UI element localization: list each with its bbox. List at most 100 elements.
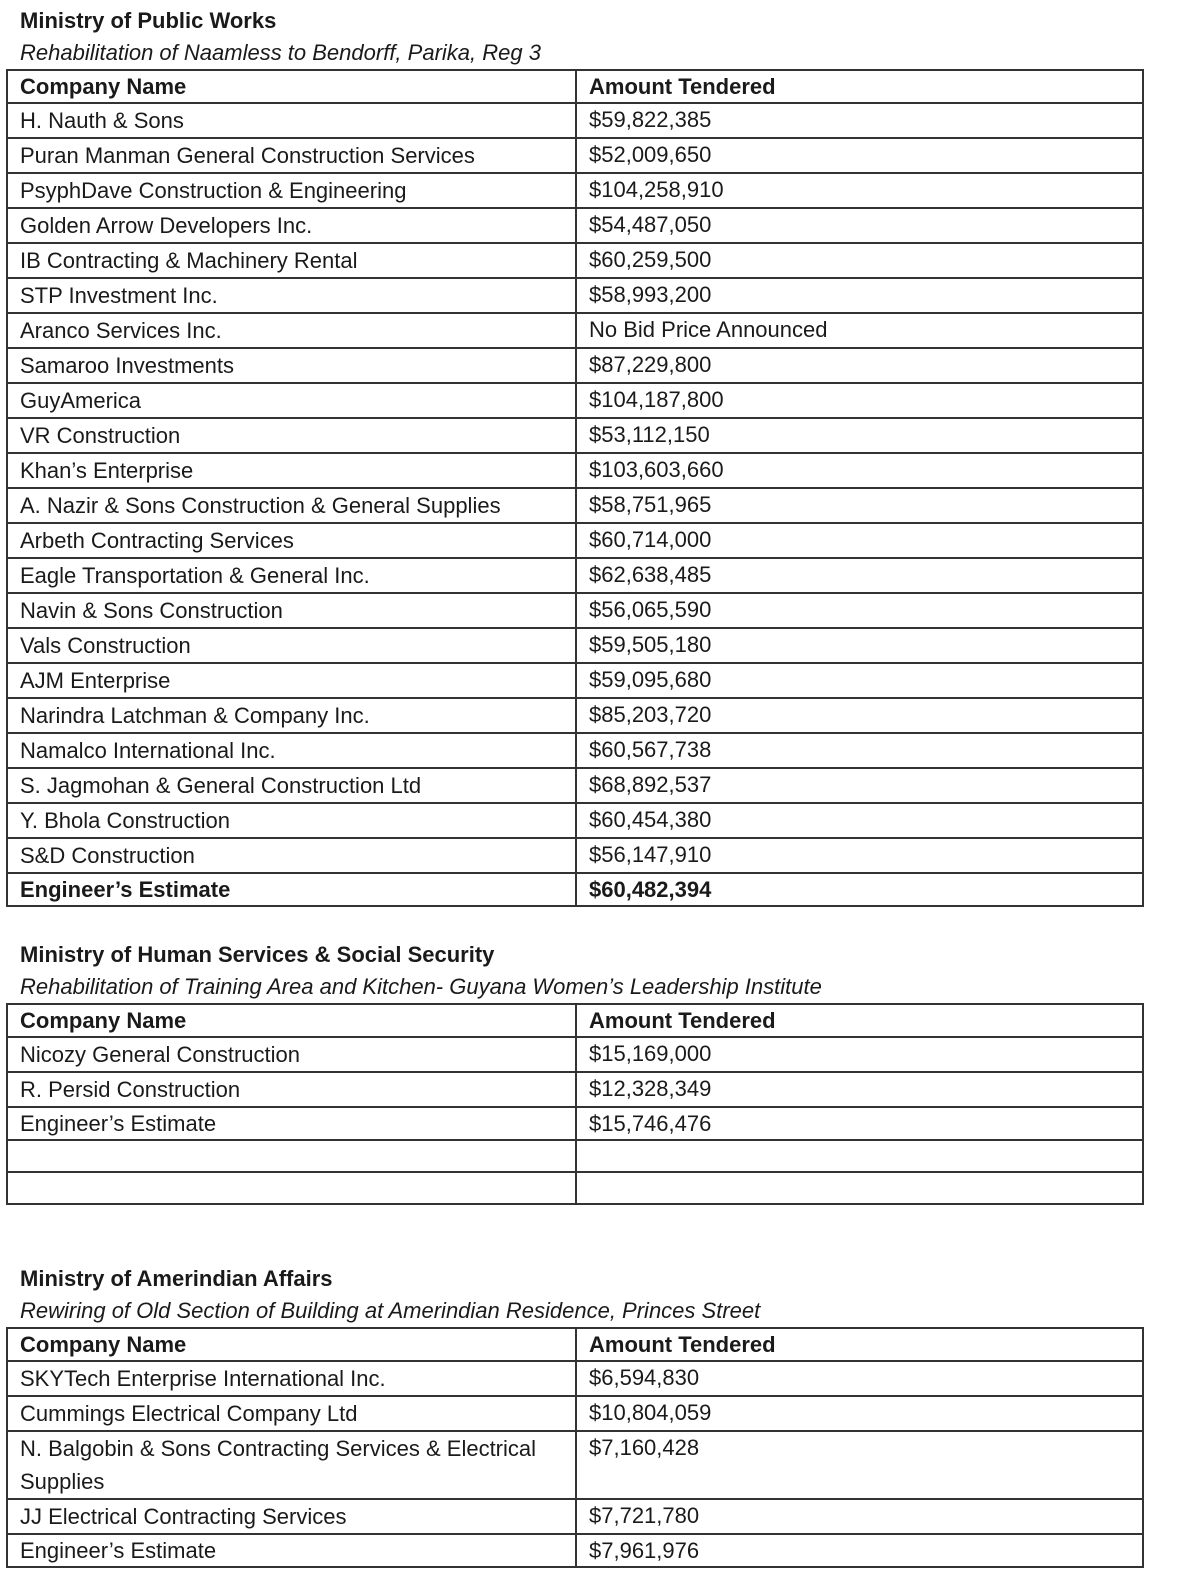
table-row: GuyAmerica $104,187,800 [6, 382, 1144, 419]
company-name: Y. Bhola Construction [6, 802, 577, 839]
tender-table: Company Name Amount Tendered H. Nauth & So… [6, 69, 1144, 907]
empty-cell [6, 1171, 577, 1205]
company-name: S&D Construction [6, 837, 577, 874]
amount-tendered: $104,187,800 [575, 382, 1144, 419]
company-name: AJM Enterprise [6, 662, 577, 699]
amount-tendered: $15,169,000 [575, 1036, 1144, 1073]
ministry-title: Ministry of Human Services & Social Secu… [20, 942, 495, 967]
company-name: IB Contracting & Machinery Rental [6, 242, 577, 279]
table-row: IB Contracting & Machinery Rental $60,259… [6, 242, 1144, 279]
amount-tendered: $60,567,738 [575, 732, 1144, 769]
table-row: Khan’s Enterprise $103,603,660 [6, 452, 1144, 489]
empty-row [6, 1139, 1144, 1173]
empty-cell [575, 1171, 1144, 1205]
amount-tendered: $58,751,965 [575, 487, 1144, 524]
amount-tendered: $58,993,200 [575, 277, 1144, 314]
estimate-amount: $7,961,976 [575, 1533, 1144, 1568]
company-name: STP Investment Inc. [6, 277, 577, 314]
company-name: Cummings Electrical Company Ltd [6, 1395, 577, 1432]
table-row: Vals Construction $59,505,180 [6, 627, 1144, 664]
amount-tendered: $52,009,650 [575, 137, 1144, 174]
table-row: STP Investment Inc. $58,993,200 [6, 277, 1144, 314]
header-company-name: Company Name [6, 69, 577, 104]
company-name: Khan’s Enterprise [6, 452, 577, 489]
amount-tendered: $6,594,830 [575, 1360, 1144, 1397]
table-row: Puran Manman General Construction Servic… [6, 137, 1144, 174]
company-name: Arbeth Contracting Services [6, 522, 577, 559]
estimate-label: Engineer’s Estimate [6, 1533, 577, 1568]
table-row: R. Persid Construction $12,328,349 [6, 1071, 1144, 1108]
table-row: Narindra Latchman & Company Inc. $85,203,… [6, 697, 1144, 734]
engineers-estimate-row: Engineer’s Estimate $7,961,976 [6, 1533, 1144, 1568]
company-name: Samaroo Investments [6, 347, 577, 384]
amount-tendered: $10,804,059 [575, 1395, 1144, 1432]
engineers-estimate-row: Engineer’s Estimate $15,746,476 [6, 1106, 1144, 1141]
estimate-label: Engineer’s Estimate [6, 872, 577, 907]
company-name: Puran Manman General Construction Servic… [6, 137, 577, 174]
amount-tendered: $12,328,349 [575, 1071, 1144, 1108]
table-row: Nicozy General Construction $15,169,000 [6, 1036, 1144, 1073]
amount-tendered: $104,258,910 [575, 172, 1144, 209]
project-title: Rewiring of Old Section of Building at A… [20, 1298, 761, 1323]
amount-tendered: $7,721,780 [575, 1498, 1144, 1535]
amount-tendered: $85,203,720 [575, 697, 1144, 734]
table-row: SKYTech Enterprise International Inc. $6,… [6, 1360, 1144, 1397]
table-header-row: Company Name Amount Tendered [6, 1003, 1144, 1038]
company-name: JJ Electrical Contracting Services [6, 1498, 577, 1535]
table-header-row: Company Name Amount Tendered [6, 69, 1144, 104]
company-name: S. Jagmohan & General Construction Ltd [6, 767, 577, 804]
company-name: H. Nauth & Sons [6, 102, 577, 139]
amount-tendered: $60,259,500 [575, 242, 1144, 279]
company-name: Eagle Transportation & General Inc. [6, 557, 577, 594]
header-amount-tendered: Amount Tendered [575, 1327, 1144, 1362]
table-row: Aranco Services Inc. No Bid Price Announc… [6, 312, 1144, 349]
table-row: A. Nazir & Sons Construction & General S… [6, 487, 1144, 524]
project-title: Rehabilitation of Naamless to Bendorff, … [20, 40, 541, 65]
table-row: Samaroo Investments $87,229,800 [6, 347, 1144, 384]
amount-tendered: $59,505,180 [575, 627, 1144, 664]
empty-row [6, 1171, 1144, 1205]
amount-tendered: $53,112,150 [575, 417, 1144, 454]
amount-tendered: $59,822,385 [575, 102, 1144, 139]
amount-tendered: $87,229,800 [575, 347, 1144, 384]
project-title: Rehabilitation of Training Area and Kitc… [20, 974, 822, 999]
amount-tendered: $56,147,910 [575, 837, 1144, 874]
company-name: PsyphDave Construction & Engineering [6, 172, 577, 209]
header-company-name: Company Name [6, 1003, 577, 1038]
header-amount-tendered: Amount Tendered [575, 1003, 1144, 1038]
table-row: Y. Bhola Construction $60,454,380 [6, 802, 1144, 839]
company-name: SKYTech Enterprise International Inc. [6, 1360, 577, 1397]
table-header-row: Company Name Amount Tendered [6, 1327, 1144, 1362]
table-row: JJ Electrical Contracting Services $7,721… [6, 1498, 1144, 1535]
amount-tendered: $103,603,660 [575, 452, 1144, 489]
header-company-name: Company Name [6, 1327, 577, 1362]
table-row: S&D Construction $56,147,910 [6, 837, 1144, 874]
company-name: Golden Arrow Developers Inc. [6, 207, 577, 244]
company-name: Nicozy General Construction [6, 1036, 577, 1073]
table-row: Golden Arrow Developers Inc. $54,487,050 [6, 207, 1144, 244]
table-row: Arbeth Contracting Services $60,714,000 [6, 522, 1144, 559]
table-row: VR Construction $53,112,150 [6, 417, 1144, 454]
amount-tendered: No Bid Price Announced [575, 312, 1144, 349]
table-row: N. Balgobin & Sons Contracting Services … [6, 1430, 1144, 1500]
section-human-services: Ministry of Human Services & Social Secu… [6, 938, 1144, 1205]
table-row: PsyphDave Construction & Engineering $104… [6, 172, 1144, 209]
amount-tendered: $59,095,680 [575, 662, 1144, 699]
company-name: R. Persid Construction [6, 1071, 577, 1108]
section-public-works: Ministry of Public Works Rehabilitation o… [6, 4, 1144, 907]
company-name: Vals Construction [6, 627, 577, 664]
ministry-title: Ministry of Amerindian Affairs [20, 1266, 333, 1291]
amount-tendered: $60,454,380 [575, 802, 1144, 839]
amount-tendered: $56,065,590 [575, 592, 1144, 629]
amount-tendered: $54,487,050 [575, 207, 1144, 244]
table-row: AJM Enterprise $59,095,680 [6, 662, 1144, 699]
section-amerindian-affairs: Ministry of Amerindian Affairs Rewiring o… [6, 1262, 1144, 1568]
company-name: Navin & Sons Construction [6, 592, 577, 629]
table-row: Navin & Sons Construction $56,065,590 [6, 592, 1144, 629]
estimate-amount: $15,746,476 [575, 1106, 1144, 1141]
amount-tendered: $62,638,485 [575, 557, 1144, 594]
table-row: S. Jagmohan & General Construction Ltd $6… [6, 767, 1144, 804]
table-row: Namalco International Inc. $60,567,738 [6, 732, 1144, 769]
empty-cell [6, 1139, 577, 1173]
tender-table: Company Name Amount Tendered SKYTech Enter… [6, 1327, 1144, 1568]
